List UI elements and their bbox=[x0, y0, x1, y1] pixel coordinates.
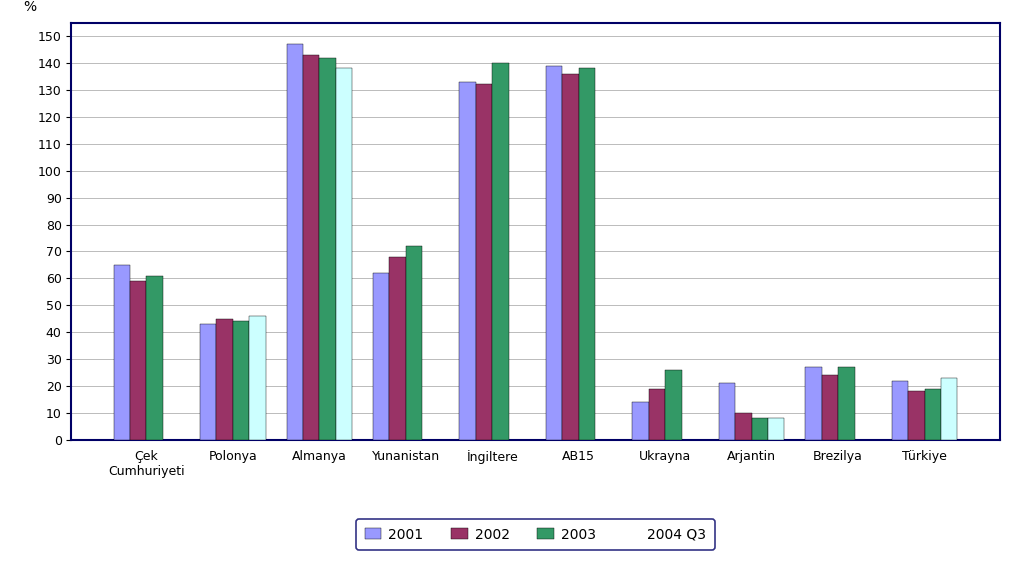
Bar bbox=[389, 257, 406, 440]
Bar bbox=[804, 367, 821, 440]
Bar bbox=[303, 55, 319, 440]
Bar bbox=[838, 367, 854, 440]
Bar bbox=[578, 68, 594, 440]
Bar bbox=[335, 68, 352, 440]
Bar bbox=[891, 381, 907, 440]
Y-axis label: %: % bbox=[23, 0, 36, 14]
Bar bbox=[200, 324, 216, 440]
Bar bbox=[232, 321, 249, 440]
Bar bbox=[751, 418, 767, 440]
Bar bbox=[249, 316, 266, 440]
Bar bbox=[941, 378, 957, 440]
Bar bbox=[459, 82, 476, 440]
Bar bbox=[767, 418, 784, 440]
Bar bbox=[113, 265, 129, 440]
Bar bbox=[373, 273, 389, 440]
Bar bbox=[216, 319, 232, 440]
Bar bbox=[129, 281, 147, 440]
Bar bbox=[492, 63, 508, 440]
Bar bbox=[476, 85, 492, 440]
Bar bbox=[735, 413, 751, 440]
Bar bbox=[907, 391, 923, 440]
Bar bbox=[545, 65, 561, 440]
Bar bbox=[406, 246, 422, 440]
Bar bbox=[561, 74, 578, 440]
Bar bbox=[648, 389, 664, 440]
Bar bbox=[821, 375, 838, 440]
Legend: 2001, 2002, 2003, 2004 Q3: 2001, 2002, 2003, 2004 Q3 bbox=[356, 519, 714, 550]
Bar bbox=[147, 276, 163, 440]
Bar bbox=[718, 384, 735, 440]
Bar bbox=[286, 44, 303, 440]
Bar bbox=[923, 389, 941, 440]
Bar bbox=[664, 370, 681, 440]
Bar bbox=[319, 58, 335, 440]
Bar bbox=[632, 402, 648, 440]
